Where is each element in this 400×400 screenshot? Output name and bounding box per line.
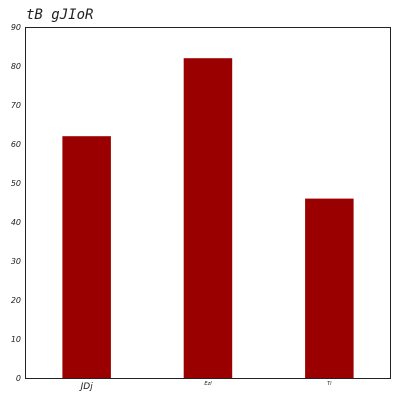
bars bbox=[62, 58, 354, 378]
chart-title: tB gJIoR bbox=[26, 7, 94, 23]
y-tick-label: 80 bbox=[11, 62, 21, 71]
y-tick-label: 0 bbox=[16, 374, 21, 383]
bar-Ti bbox=[305, 198, 354, 378]
y-tick-label: 40 bbox=[11, 218, 21, 227]
plot-frame bbox=[25, 27, 391, 379]
y-tick-label: 20 bbox=[11, 296, 21, 305]
y-tick-label: 90 bbox=[11, 23, 21, 32]
y-tick-label: 70 bbox=[11, 101, 21, 110]
bar-Ezl bbox=[183, 58, 233, 378]
y-tick-label: 50 bbox=[11, 179, 21, 188]
x-tick-label: Ezl bbox=[204, 381, 212, 387]
x-tick-label: Ti bbox=[327, 381, 332, 387]
y-tick-label: 60 bbox=[11, 140, 21, 149]
y-tick-label: 10 bbox=[11, 335, 21, 344]
x-tick-label: JDj bbox=[79, 382, 94, 392]
y-axis-ticks: 0 10 20 30 40 50 60 70 80 90 bbox=[11, 23, 21, 383]
bar-JDj bbox=[62, 136, 111, 378]
y-tick-label: 30 bbox=[11, 257, 21, 266]
x-axis-ticks: JDj Ezl Ti bbox=[79, 381, 332, 392]
